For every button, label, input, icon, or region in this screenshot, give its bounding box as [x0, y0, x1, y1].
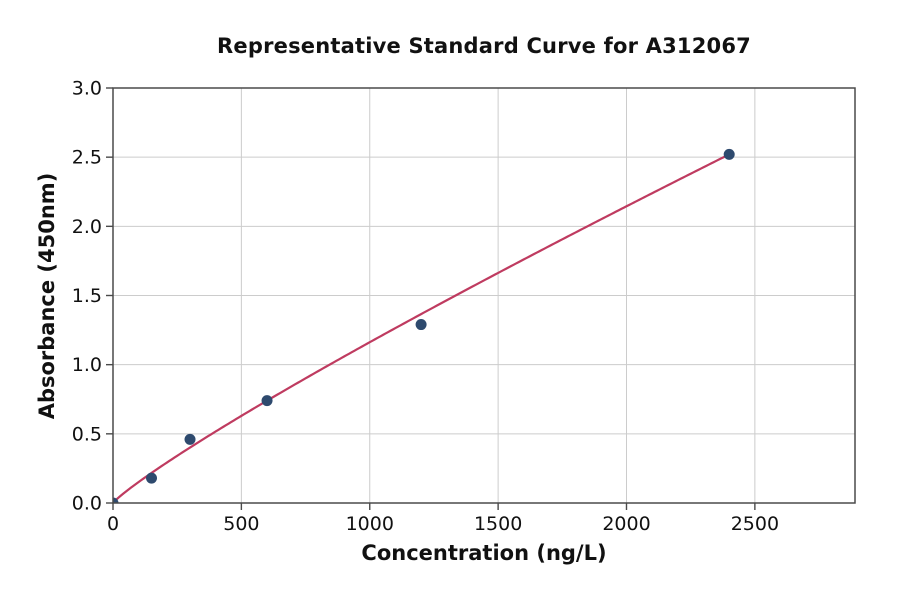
- x-tick-label: 1500: [474, 513, 522, 535]
- x-tick-label: 2500: [731, 513, 779, 535]
- y-axis-label-text: Absorbance (450nm): [35, 172, 59, 420]
- y-tick-label: 2.0: [72, 216, 102, 238]
- data-point: [146, 472, 158, 484]
- y-tick-label: 3.0: [72, 78, 102, 100]
- fit-curve: [113, 153, 731, 503]
- chart-title: Representative Standard Curve for A31206…: [217, 34, 751, 58]
- x-tick-label: 1000: [346, 513, 394, 535]
- x-tick-label: 0: [107, 513, 119, 535]
- data-point: [415, 319, 427, 331]
- y-tick-label: 2.5: [72, 147, 102, 169]
- data-point: [184, 433, 196, 445]
- x-axis-label: Concentration (ng/L): [361, 541, 607, 565]
- data-point: [261, 395, 273, 407]
- y-tick-label: 1.0: [72, 354, 102, 376]
- x-tick-label: 2000: [602, 513, 650, 535]
- data-point: [113, 497, 119, 503]
- y-tick-label: 1.5: [72, 285, 102, 307]
- y-tick-label: 0.5: [72, 423, 102, 445]
- data-point: [723, 148, 735, 160]
- y-tick-label: 0.0: [72, 493, 102, 515]
- x-tick-label: 500: [223, 513, 259, 535]
